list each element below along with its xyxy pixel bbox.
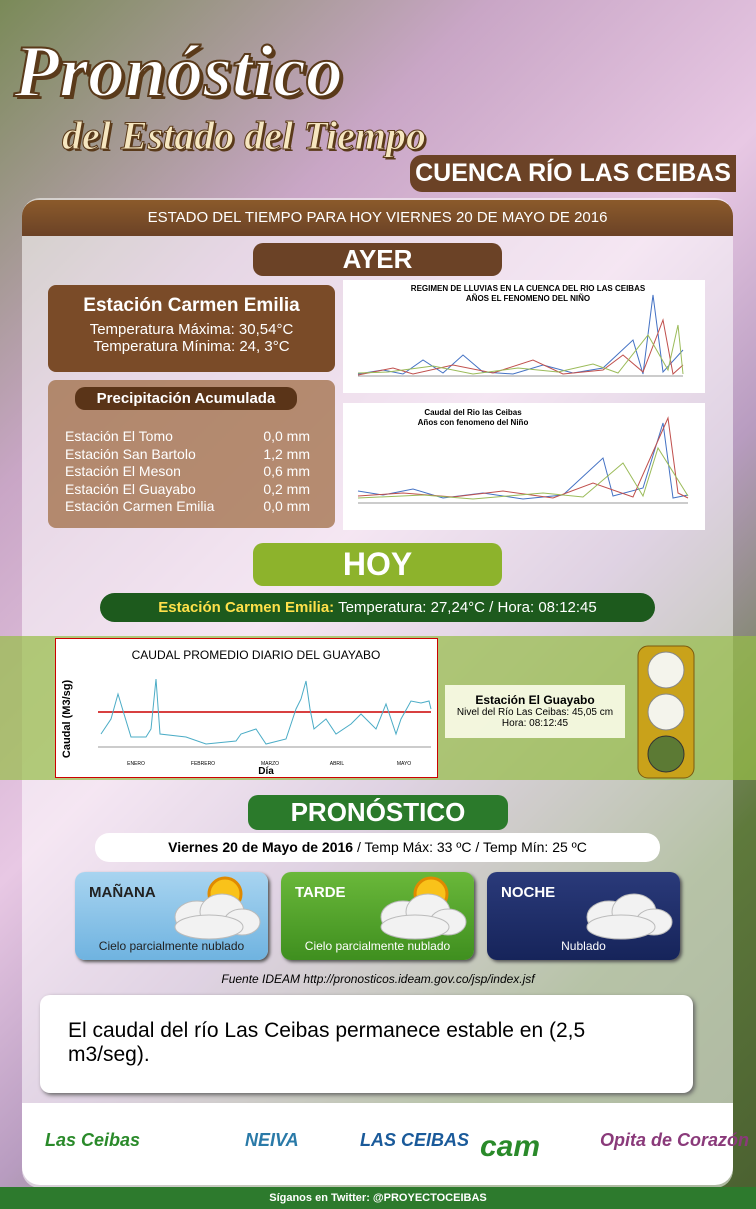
period-name: NOCHE <box>501 884 556 901</box>
precip-value: 0,0 mm <box>263 428 310 444</box>
period-name: TARDE <box>295 884 346 901</box>
month-label: MAYO <box>397 761 411 767</box>
chart-title: Caudal del Rio las Ceibas <box>424 408 522 417</box>
pronostico-heading: PRONÓSTICO <box>248 795 508 830</box>
flow-chart: Caudal del Rio las Ceibas Años con fenom… <box>343 403 705 530</box>
month-label: FEBRERO <box>191 761 215 767</box>
region-banner: CUENCA RÍO LAS CEIBAS <box>410 155 736 192</box>
period-desc: Nublado <box>561 939 606 953</box>
traffic-light <box>637 645 695 779</box>
forecast-card: NOCHE Nublado <box>487 872 680 960</box>
precip-row: Estación Carmen Emilia 0,0 mm <box>65 498 310 516</box>
guayabo-chart-svg: CAUDAL PROMEDIO DIARIO DEL GUAYABO Cauda… <box>61 648 432 777</box>
precip-station: Estación San Bartolo <box>65 445 196 462</box>
series-line <box>100 678 432 745</box>
rain-chart-svg: REGIMEN DE LLUVIAS EN LA CUENCA DEL RIO … <box>357 284 684 377</box>
guayabo-box: Estación El Guayabo Nivel del Río Las Ce… <box>445 685 625 738</box>
icon-wrap <box>147 872 267 947</box>
month-label: ENERO <box>127 761 145 767</box>
weather-icon <box>380 876 467 940</box>
precip-row: Estación San Bartolo 1,2 mm <box>65 446 310 464</box>
precip-heading: Precipitación Acumulada <box>75 387 297 410</box>
logo: NEIVA <box>245 1130 299 1150</box>
series-line <box>357 324 684 375</box>
y-label: Caudal (M3/sg) <box>61 680 73 759</box>
forecast-temps: / Temp Máx: 33 ºC / Temp Mín: 25 ºC <box>356 839 587 855</box>
forecast-card: TARDE Cielo parcialmente nublado <box>281 872 474 960</box>
forecast-bar: Viernes 20 de Mayo de 2016 / Temp Máx: 3… <box>95 833 660 862</box>
precip-box: Precipitación Acumulada Estación El Tomo… <box>48 380 335 528</box>
note: El caudal del río Las Ceibas permanece e… <box>40 995 693 1093</box>
series-line <box>357 446 689 500</box>
logo-strip <box>22 1103 733 1185</box>
period-name: MAÑANA <box>89 884 156 901</box>
chart-subtitle: AÑOS EL FENOMENO DEL NIÑO <box>466 294 590 303</box>
chart-title: REGIMEN DE LLUVIAS EN LA CUENCA DEL RIO … <box>411 284 646 293</box>
rain-chart: REGIMEN DE LLUVIAS EN LA CUENCA DEL RIO … <box>343 280 705 393</box>
weather-icon <box>174 876 261 940</box>
precip-row: Estación El Meson 0,6 mm <box>65 463 310 481</box>
period-desc: Cielo parcialmente nublado <box>98 939 245 953</box>
precip-value: 0,0 mm <box>263 498 310 514</box>
title: Pronóstico <box>13 30 344 114</box>
logo: cam <box>480 1130 541 1163</box>
month-label: ABRIL <box>330 761 345 767</box>
chart-subtitle: Años con fenomeno del Niño <box>418 418 529 427</box>
station-name: Estación Carmen Emilia <box>83 295 300 316</box>
series-line <box>357 422 689 500</box>
weather-icon <box>586 893 673 940</box>
guayabo-name: Estación El Guayabo <box>475 693 595 707</box>
precip-station: Estación Carmen Emilia <box>65 498 215 514</box>
hoy-station: Estación Carmen Emilia: <box>158 599 335 616</box>
guayabo-level: Nivel del Río Las Ceibas: 45,05 cm <box>456 707 614 718</box>
forecast-date: Viernes 20 de Mayo de 2016 <box>168 839 354 855</box>
logo: Las Ceibas <box>45 1130 141 1150</box>
temp-max: Temperatura Máxima: 30,54°C <box>89 321 294 338</box>
station-box: Estación Carmen Emilia Temperatura Máxim… <box>48 285 335 372</box>
precip-station: Estación El Meson <box>65 463 181 479</box>
icon-wrap <box>559 872 679 947</box>
precip-value: 0,6 mm <box>263 463 310 479</box>
series-line <box>357 318 684 376</box>
guayabo-time: Hora: 08:12:45 <box>501 718 569 729</box>
subtitle: del Estado del Tiempo <box>61 113 427 159</box>
hoy-reading: Temperatura: 27,24°C / Hora: 08:12:45 <box>338 599 597 616</box>
chart-title: CAUDAL PROMEDIO DIARIO DEL GUAYABO <box>132 648 381 662</box>
series-line <box>357 416 689 499</box>
precip-row: Estación El Guayabo 0,2 mm <box>65 481 310 499</box>
temp-min: Temperatura Mínima: 24, 3°C <box>93 338 290 355</box>
logo: Opita de Corazón <box>600 1130 750 1150</box>
period-desc: Cielo parcialmente nublado <box>304 939 451 953</box>
flow-chart-svg: Caudal del Rio las Ceibas Años con fenom… <box>357 408 689 504</box>
precip-value: 0,2 mm <box>263 480 310 497</box>
precip-value: 1,2 mm <box>263 445 310 462</box>
forecast-card: MAÑANA Cielo parcialmente nublado <box>75 872 268 960</box>
ayer-heading: AYER <box>253 243 502 276</box>
x-label: Día <box>258 766 274 777</box>
icon-wrap <box>353 872 473 947</box>
precip-station: Estación El Tomo <box>65 428 173 444</box>
series-line <box>357 294 684 375</box>
month-label: MARZO <box>261 761 279 767</box>
precip-row: Estación El Tomo 0,0 mm <box>65 428 310 446</box>
precip-station: Estación El Guayabo <box>65 480 196 497</box>
twitter: Síganos en Twitter: @PROYECTOCEIBAS <box>0 1187 756 1209</box>
source: Fuente IDEAM http://pronosticos.ideam.go… <box>221 972 535 986</box>
hoy-heading: HOY <box>253 543 502 586</box>
guayabo-chart: CAUDAL PROMEDIO DIARIO DEL GUAYABO Cauda… <box>55 638 438 778</box>
date-banner: ESTADO DEL TIEMPO PARA HOY VIERNES 20 DE… <box>22 200 733 236</box>
hoy-bar: Estación Carmen Emilia: Temperatura: 27,… <box>100 593 655 622</box>
logo: LAS CEIBAS <box>360 1130 470 1150</box>
